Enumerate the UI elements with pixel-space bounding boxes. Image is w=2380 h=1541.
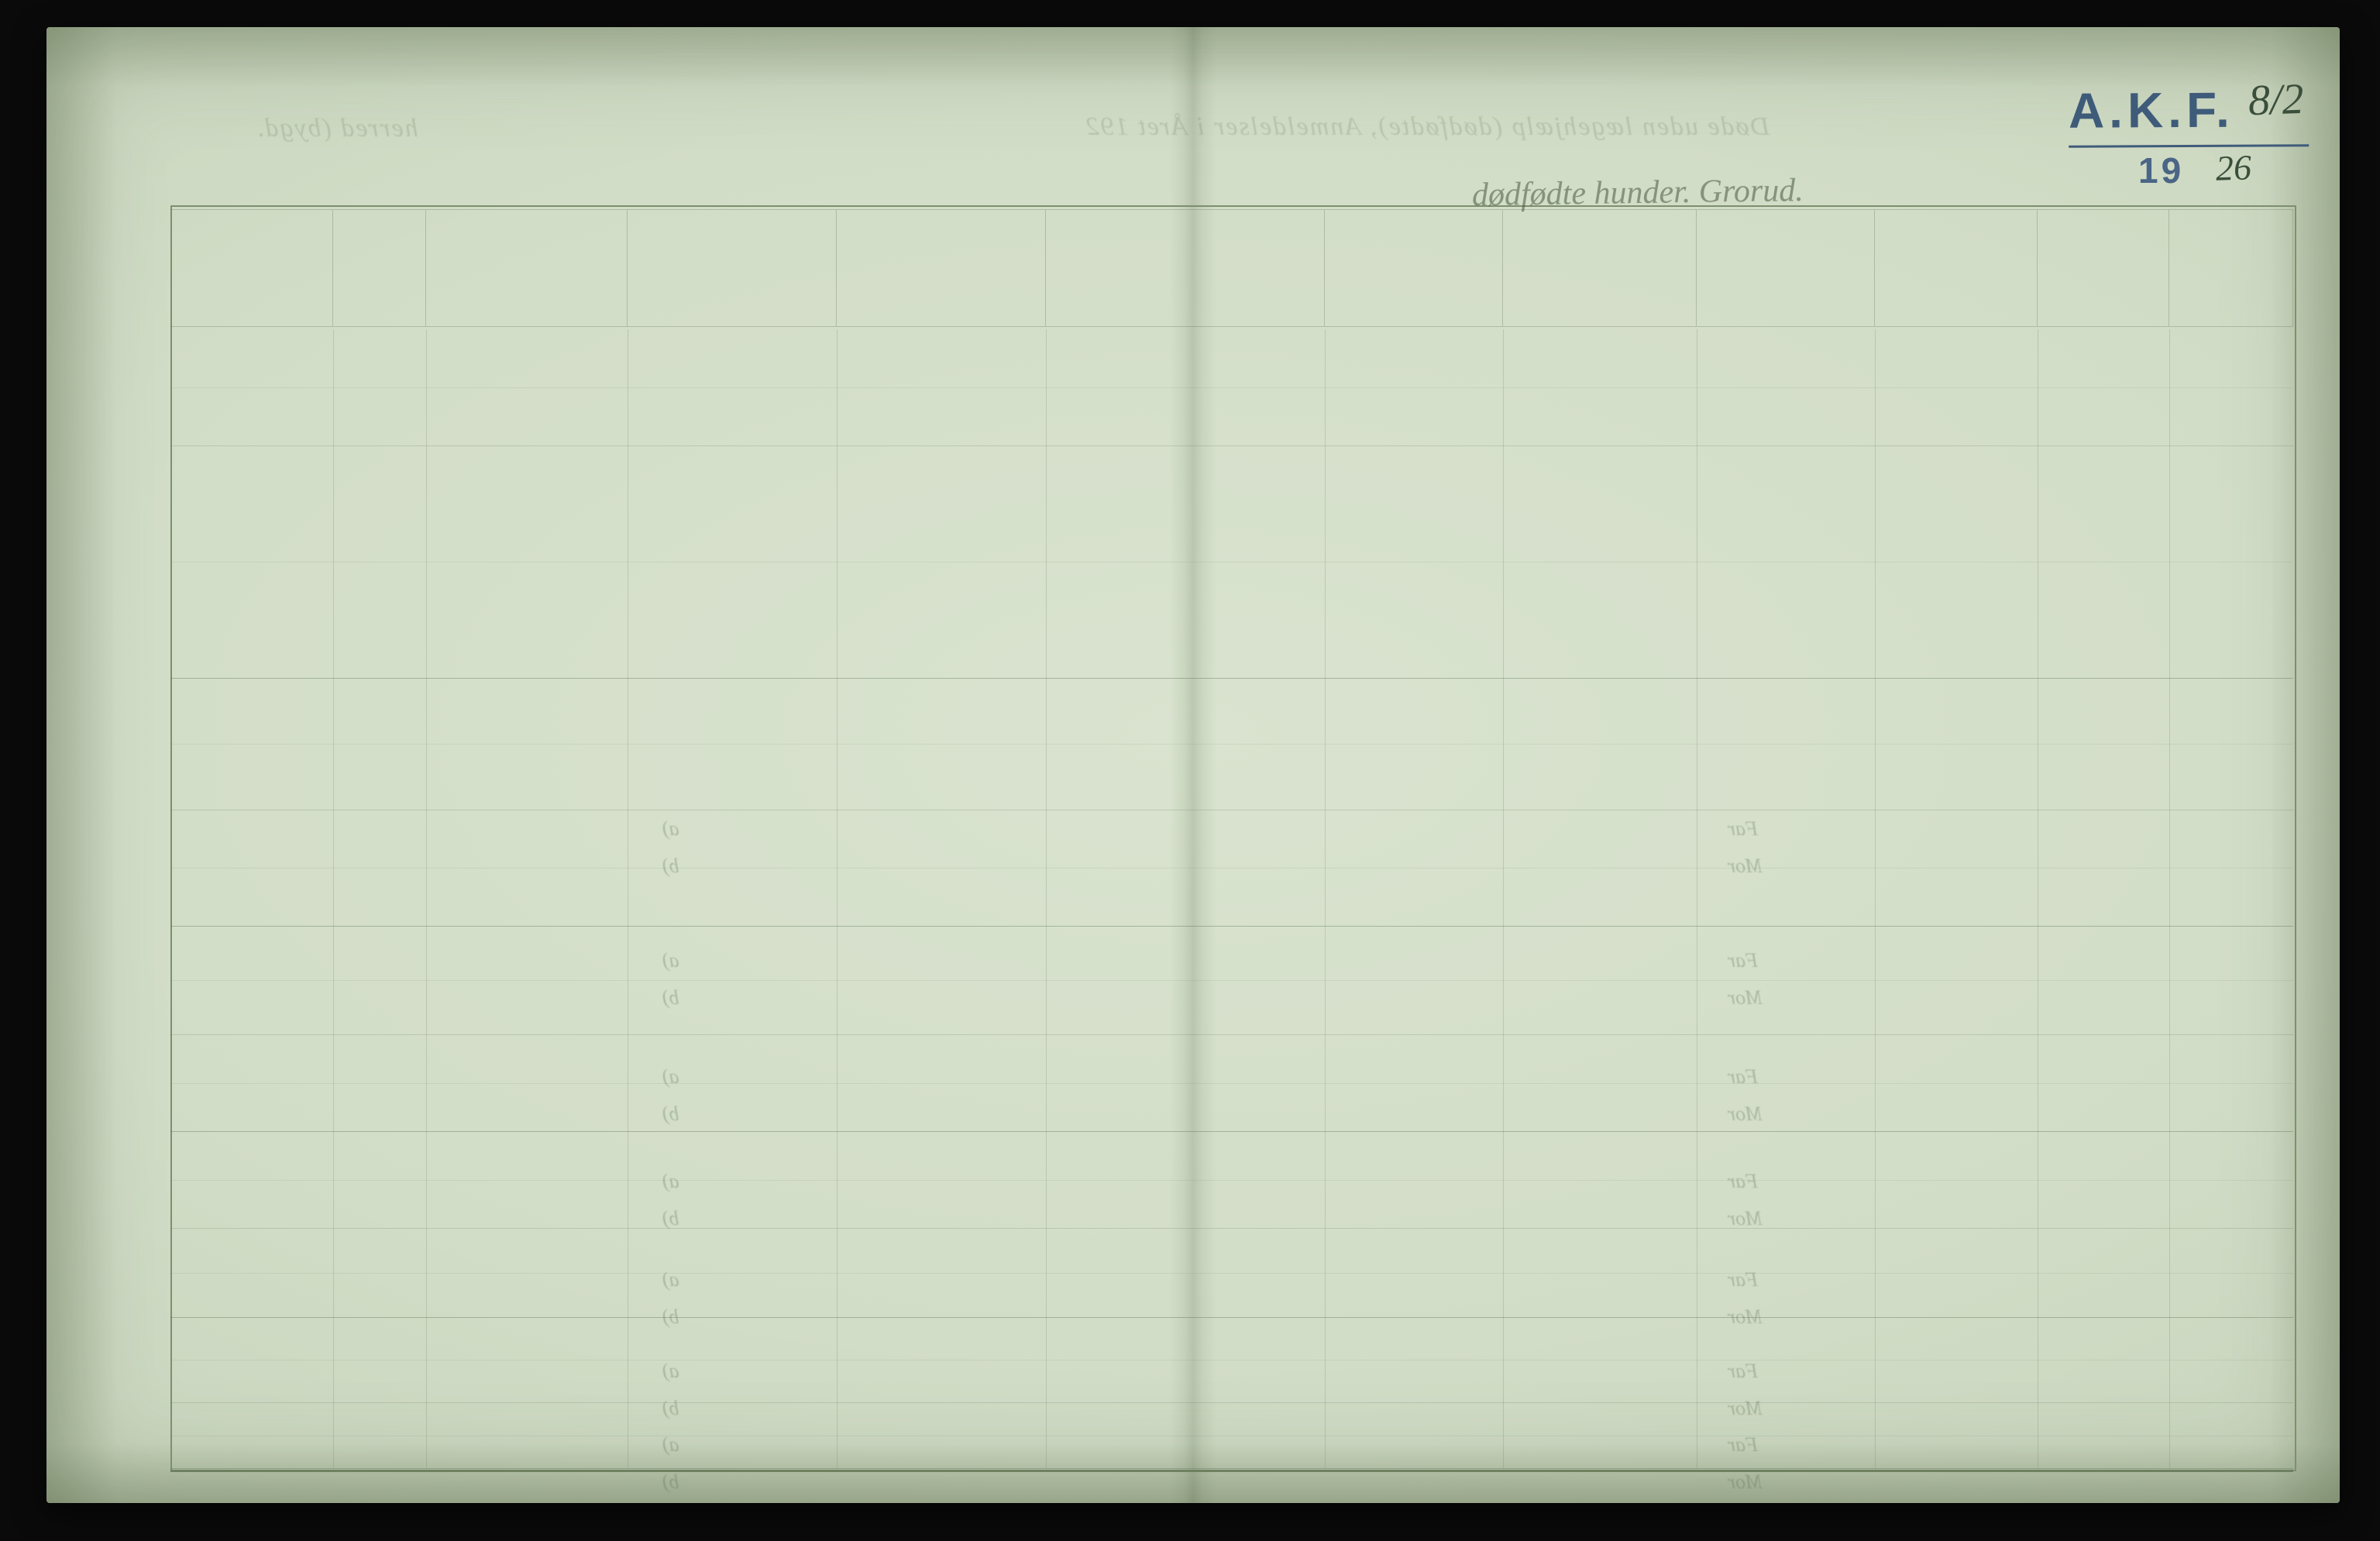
grid-col-line	[1503, 329, 1504, 1468]
grid-row-line	[170, 678, 2293, 679]
ghost-heading-right-text: herred (bygd.	[256, 114, 418, 143]
row-grid	[170, 329, 2293, 1468]
row-label-a: a)	[662, 949, 679, 972]
header-cell	[1697, 210, 1875, 326]
ghost-heading-main: Døde uden lægehjælp (dødfødte), Anmeldel…	[1085, 112, 1770, 142]
grid-row-midline	[170, 744, 2293, 745]
header-cell	[1875, 210, 2038, 326]
header-cell	[333, 210, 426, 326]
stamp-19-text: 19	[2138, 150, 2184, 191]
grid-col-line	[333, 329, 334, 1468]
grid-row-line	[170, 1034, 2293, 1035]
grid-row-midline	[170, 868, 2293, 869]
header-cell	[426, 210, 628, 326]
row-label-a: a)	[662, 1170, 679, 1193]
row-label-b: b)	[662, 855, 679, 878]
grid-row-line	[170, 1228, 2293, 1229]
row-label-far: Far	[1728, 817, 1758, 841]
row-label-mor: Mor	[1728, 986, 1763, 1010]
stamp-19: 19	[2138, 150, 2184, 191]
header-cell	[628, 210, 837, 326]
ghost-heading-right: herred (bygd.	[256, 114, 418, 143]
grid-row-midline	[170, 1083, 2293, 1084]
header-cell	[1503, 210, 1697, 326]
hand-number-main-text: 8/2	[2248, 75, 2305, 125]
grid-row-midline	[170, 980, 2293, 981]
header-cell	[170, 210, 333, 326]
row-label-mor: Mor	[1728, 1305, 1763, 1329]
header-cell	[2169, 210, 2293, 326]
ghost-heading-main-text: Døde uden lægehjælp (dødfødte), Anmeldel…	[1085, 112, 1770, 141]
row-label-far: Far	[1728, 1433, 1758, 1457]
row-label-far: Far	[1728, 1360, 1758, 1383]
grid-col-line	[1875, 329, 1876, 1468]
header-cell	[2038, 210, 2169, 326]
grid-row-midline	[170, 387, 2293, 388]
scan-frame: A.K.F. 19 8/2 26 Døde uden lægehjælp (dø…	[0, 0, 2380, 1541]
row-label-far: Far	[1728, 1065, 1758, 1089]
grid-col-line	[1046, 329, 1047, 1468]
grid-row-line	[170, 926, 2293, 927]
hand-number-sub-text: 26	[2215, 147, 2252, 188]
grid-row-midline	[170, 1180, 2293, 1181]
row-label-mor: Mor	[1728, 1102, 1763, 1126]
grid-col-line	[2169, 329, 2170, 1468]
row-label-a: a)	[662, 1268, 679, 1292]
row-label-a: a)	[662, 1360, 679, 1383]
row-label-mor: Mor	[1728, 1207, 1763, 1230]
hand-number-sub: 26	[2215, 146, 2252, 189]
stamp-akf-text: A.K.F.	[2069, 82, 2234, 139]
grid-row-line	[170, 1317, 2293, 1318]
row-label-mor: Mor	[1728, 1397, 1763, 1420]
row-label-b: b)	[662, 1102, 679, 1126]
row-label-a: a)	[662, 817, 679, 841]
grid-col-line	[426, 329, 427, 1468]
grid-row-line	[170, 1468, 2293, 1469]
handwriting-annotation: dødfødte hunder. Grorud.	[1472, 172, 1804, 214]
row-label-b: b)	[662, 986, 679, 1010]
header-cell	[1046, 210, 1325, 326]
document-page: A.K.F. 19 8/2 26 Døde uden lægehjælp (dø…	[46, 27, 2340, 1503]
header-cell	[1325, 210, 1503, 326]
grid-row-line	[170, 1131, 2293, 1132]
row-label-mor: Mor	[1728, 855, 1763, 878]
row-label-mor: Mor	[1728, 1470, 1763, 1494]
row-label-far: Far	[1728, 1170, 1758, 1193]
row-label-a: a)	[662, 1433, 679, 1457]
hand-number-main: 8/2	[2248, 74, 2305, 126]
handwriting-text: dødfødte hunder. Grorud.	[1472, 173, 1804, 213]
row-label-b: b)	[662, 1207, 679, 1230]
header-cell	[837, 210, 1046, 326]
row-label-far: Far	[1728, 1268, 1758, 1292]
grid-row-line	[170, 445, 2293, 446]
base-line	[170, 1470, 2293, 1472]
row-label-b: b)	[662, 1397, 679, 1420]
row-label-b: b)	[662, 1470, 679, 1494]
row-label-far: Far	[1728, 949, 1758, 972]
grid-row-midline	[170, 1273, 2293, 1274]
row-label-b: b)	[662, 1305, 679, 1329]
row-label-a: a)	[662, 1065, 679, 1089]
grid-col-line	[1325, 329, 1326, 1468]
grid-row-line	[170, 1402, 2293, 1403]
column-headers	[170, 209, 2293, 327]
stamp-underline	[2069, 144, 2309, 148]
